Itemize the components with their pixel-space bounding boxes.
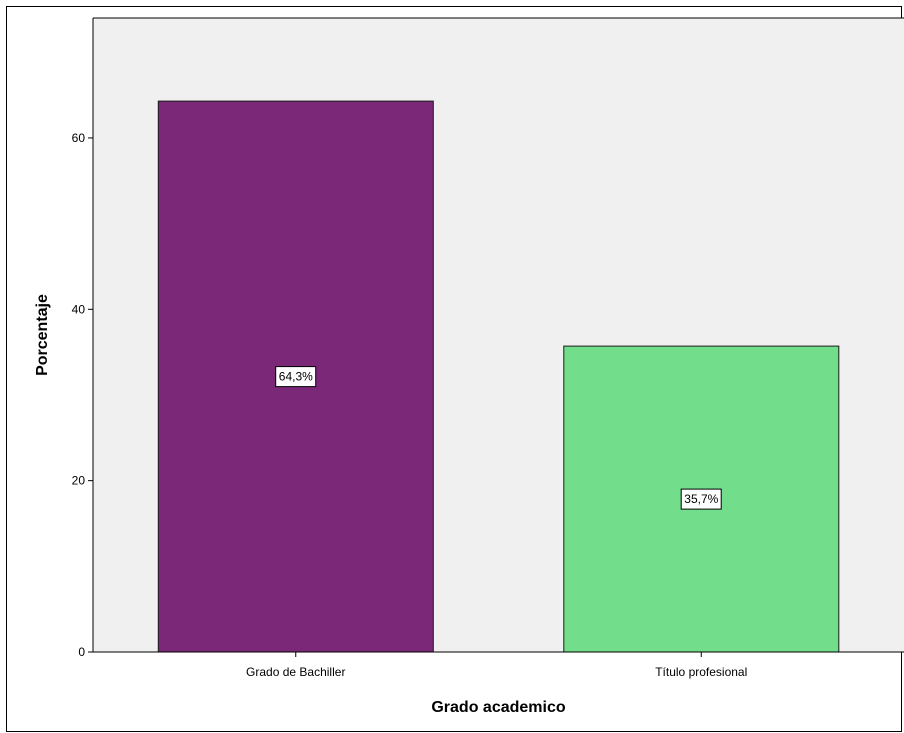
x-axis-title: Grado academico [431, 699, 566, 716]
x-tick-label: Título profesional [655, 665, 747, 679]
y-tick-label: 20 [72, 474, 86, 488]
y-axis-title: Porcentaje [34, 294, 51, 376]
y-tick-label: 0 [78, 645, 85, 659]
y-tick-label: 60 [72, 131, 86, 145]
x-axis: Grado de Bachiller Título profesional [93, 17, 904, 679]
data-label-box [680, 488, 722, 510]
data-label-1: 64,3% [275, 366, 317, 388]
data-label-box [275, 366, 317, 388]
bars-layer: 64,3% 35,7% [157, 100, 840, 653]
data-label-text: 35,7% [684, 492, 718, 506]
y-axis: 0 20 40 60 [72, 18, 94, 659]
data-label-2: 35,7% [680, 488, 722, 510]
data-label-text: 64,3% [279, 370, 313, 384]
y-tick-label: 40 [72, 302, 86, 316]
x-tick-label: Grado de Bachiller [246, 665, 345, 679]
